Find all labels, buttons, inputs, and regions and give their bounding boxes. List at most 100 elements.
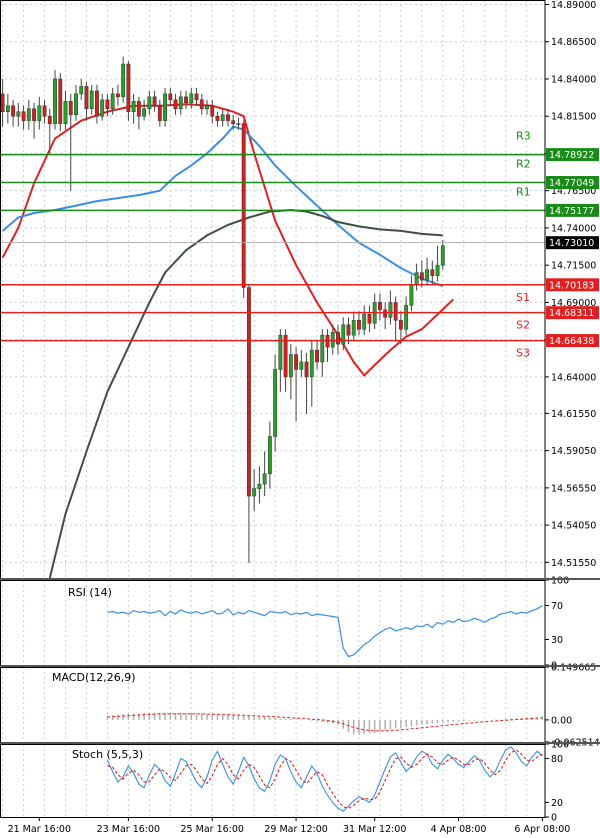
candle-body [199, 99, 204, 109]
candle-body [115, 93, 120, 98]
candle-body [121, 63, 126, 98]
stoch-title: Stoch (5,5,3) [72, 748, 143, 761]
level-price-label: 14.70183 [549, 280, 594, 291]
x-tick-label: 29 Mar 12:00 [264, 824, 327, 835]
x-tick-label: 4 Apr 08:00 [431, 824, 487, 835]
candle-body [42, 105, 47, 117]
candle-body [68, 101, 73, 115]
candle-body [89, 90, 94, 109]
candle-body [142, 108, 147, 117]
level-price-label: 14.66438 [549, 336, 594, 347]
candle-body [246, 287, 251, 497]
y-tick-label: 14.86500 [551, 37, 596, 48]
candle-body [58, 78, 63, 124]
candle-body [100, 99, 105, 117]
y-tick-label: 14.71500 [551, 261, 596, 272]
candle-body [26, 108, 31, 121]
level-price-tag [546, 278, 599, 292]
stoch-y-tick-label: 80 [551, 754, 563, 765]
level-name-s2: S2 [516, 319, 530, 332]
candle-body [16, 111, 21, 117]
macd-y-tick-label: 0.149665 [551, 663, 596, 674]
candle-body [205, 105, 209, 109]
rsi-y-tick-label: 30 [551, 635, 563, 646]
candle-body [273, 369, 278, 437]
candle-body [419, 272, 424, 281]
candle-body [189, 93, 194, 104]
candle-body [110, 93, 115, 109]
y-tick-label: 14.89000 [551, 0, 596, 11]
candle-body [404, 305, 409, 330]
stoch-y-tick-label: 20 [551, 798, 563, 809]
candle-body [210, 105, 215, 117]
candle-body [32, 108, 36, 121]
x-tick-label: 31 Mar 12:00 [343, 824, 406, 835]
candle-body [414, 272, 419, 285]
y-tick-label: 14.74000 [551, 223, 596, 234]
candle-body [430, 269, 435, 276]
candle-body [346, 324, 351, 336]
candle-body [163, 93, 167, 121]
candle-body [425, 269, 430, 281]
candle-body [47, 115, 52, 124]
stoch-line-signal [107, 749, 543, 809]
y-tick-label: 14.69000 [551, 298, 596, 309]
y-tick-label: 14.56550 [551, 483, 596, 494]
level-price-tag [546, 306, 599, 320]
candle-body [157, 105, 162, 121]
candle-body [267, 436, 272, 474]
candle-body [95, 90, 99, 117]
candle-body [388, 302, 393, 318]
candle-body [168, 93, 173, 101]
y-tick-label: 14.81500 [551, 112, 596, 123]
candle-body [309, 349, 314, 378]
candle-body [0, 93, 5, 112]
candle-body [398, 320, 403, 330]
y-tick-label: 14.76500 [551, 186, 596, 197]
ma-line-1 [1, 103, 454, 377]
candle-body [126, 63, 131, 112]
y-tick-label: 14.64000 [551, 372, 596, 383]
candle-body [105, 99, 110, 109]
candle-body [220, 114, 225, 121]
stoch-y-tick-label: 0 [551, 813, 557, 824]
candle-body [215, 115, 220, 121]
candle-body [257, 483, 262, 489]
rsi-line [107, 604, 543, 658]
level-price-label: 14.68311 [549, 308, 594, 319]
current-price-tag [546, 236, 599, 250]
candle-body [330, 331, 335, 348]
candle-body [409, 284, 414, 306]
candle-body [299, 361, 304, 370]
level-name-r1: R1 [516, 185, 531, 198]
candle-body [383, 309, 388, 318]
stoch-line-main [106, 746, 543, 812]
level-price-tag [546, 334, 599, 348]
candle-body [184, 96, 188, 104]
candles [0, 56, 445, 564]
candle-body [136, 101, 141, 117]
level-name-r3: R3 [516, 130, 531, 143]
x-tick-label: 6 Apr 08:00 [514, 824, 570, 835]
x-tick-label: 23 Mar 16:00 [97, 824, 160, 835]
macd-title: MACD(12,26,9) [52, 671, 136, 684]
candle-body [21, 111, 26, 121]
y-tick-label: 14.51550 [551, 558, 596, 569]
candle-body [315, 349, 319, 363]
candle-body [440, 245, 445, 266]
x-tick-label: 25 Mar 16:00 [181, 824, 244, 835]
candle-body [236, 123, 241, 125]
rsi-title: RSI (14) [68, 586, 112, 599]
candle-body [37, 105, 42, 121]
candle-body [152, 96, 157, 107]
level-name-s3: S3 [516, 347, 530, 360]
candle-body [173, 99, 178, 109]
candle-body [367, 314, 372, 324]
candle-body [147, 96, 152, 109]
y-tick-label: 14.59050 [551, 446, 596, 457]
candle-body [294, 354, 299, 370]
candle-body [5, 105, 10, 112]
candle-body [231, 120, 236, 124]
candle-body [357, 320, 361, 330]
